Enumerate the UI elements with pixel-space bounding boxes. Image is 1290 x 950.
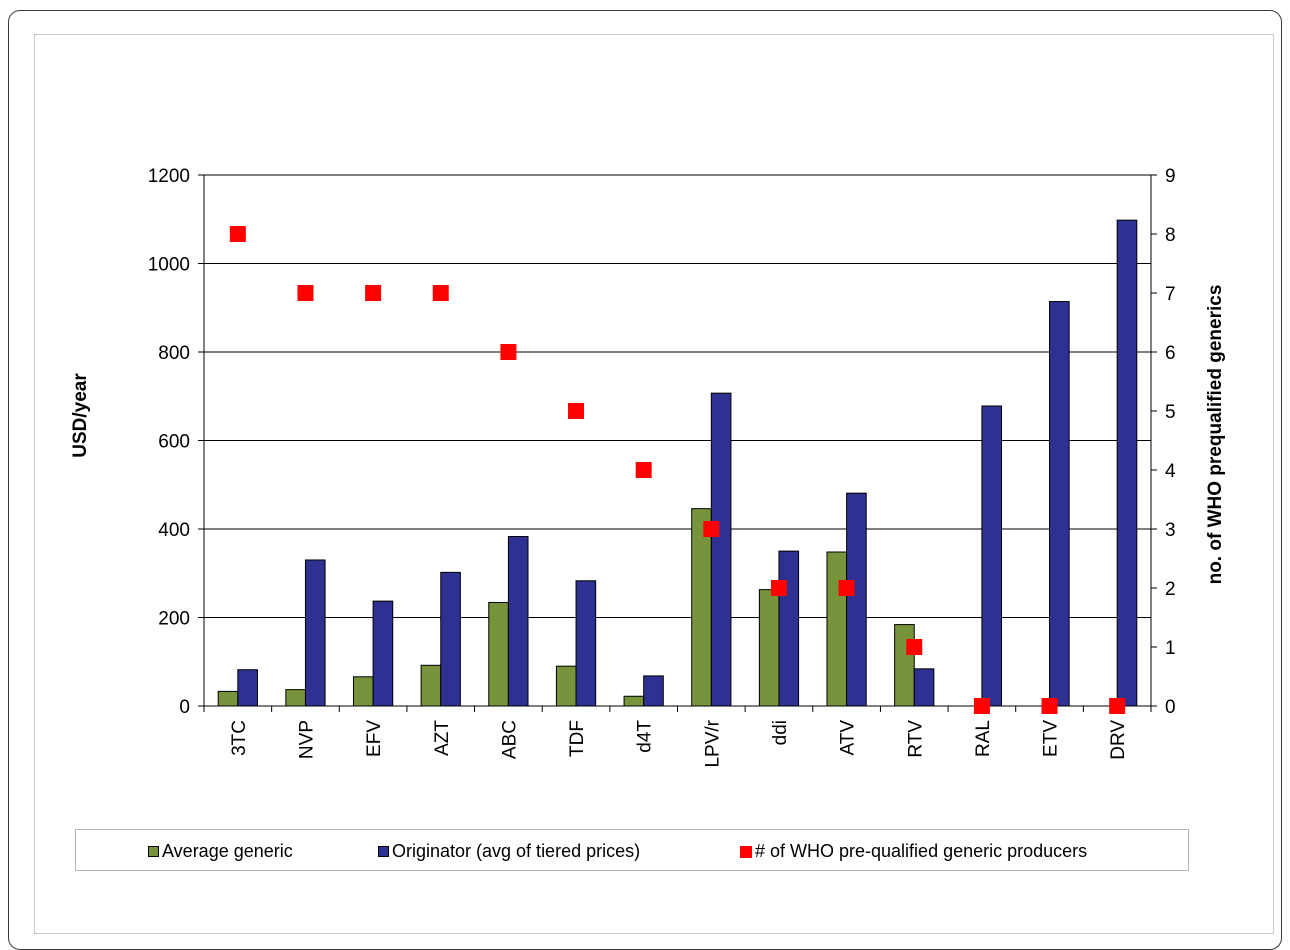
producer-count-marker	[1041, 698, 1058, 714]
category-label: 3TC	[229, 720, 250, 756]
bar-average-generic	[623, 695, 645, 707]
right-tick-label: 8	[1165, 225, 1176, 246]
producer-count-marker	[703, 521, 720, 537]
chart: 0 200 400 600 800 1000 1200 0 1 2 3 4 5 6 7 8 9 3TC NVP EFV…	[70, 166, 1226, 768]
bar-average-generic	[894, 624, 915, 707]
left-tick-label: 1000	[148, 255, 190, 276]
right-tick-label: 0	[1165, 697, 1176, 718]
category-label: RAL	[973, 720, 994, 757]
producer-count-marker	[229, 226, 246, 242]
bar-originator	[1116, 219, 1138, 707]
bar-originator	[981, 405, 1003, 707]
bar-originator	[643, 675, 664, 707]
category-label: ABC	[499, 720, 520, 759]
producer-count-marker	[1109, 698, 1126, 714]
y-axis-title: USD/year	[70, 373, 91, 458]
bar-originator	[507, 536, 529, 707]
legend-item-producers: # of WHO pre-qualified generic producers	[740, 841, 1087, 862]
bar-average-generic	[352, 676, 374, 707]
left-tick-label: 1200	[148, 166, 190, 187]
bar-originator	[913, 668, 935, 707]
axis-labels: 0 200 400 600 800 1000 1200 0 1 2 3 4 5 6 7 8 9 3TC NVP EFV…	[70, 166, 1226, 768]
bar-average-generic	[826, 551, 848, 707]
left-tick-label: 0	[179, 697, 190, 718]
category-label: NVP	[296, 720, 317, 759]
legend-label-producers: # of WHO pre-qualified generic producers	[755, 841, 1088, 861]
category-label: LPV/r	[702, 719, 723, 767]
category-label: AZT	[432, 720, 453, 756]
producer-count-marker	[635, 462, 652, 478]
bar-originator	[575, 580, 597, 707]
right-tick-label: 6	[1165, 343, 1176, 364]
producer-count-marker	[973, 698, 990, 714]
right-tick-label: 1	[1165, 638, 1176, 659]
bar-average-generic	[217, 690, 239, 707]
bar-originator	[710, 392, 732, 707]
legend-swatch-producers	[740, 845, 752, 858]
producer-count-marker	[906, 639, 923, 655]
producer-count-marker	[568, 403, 585, 419]
legend-item-originator: Originator (avg of tiered prices)	[378, 841, 640, 862]
producer-markers	[229, 226, 1126, 714]
bar-average-generic	[555, 665, 577, 707]
legend-swatch-generic	[148, 846, 159, 857]
y2-axis-title: no. of WHO prequalified generics	[1205, 285, 1226, 585]
bar-originator	[778, 550, 800, 707]
bars	[217, 219, 1138, 707]
category-label: ATV	[838, 720, 859, 756]
legend-item-generic: Average generic	[148, 841, 293, 862]
producer-count-marker	[365, 285, 382, 301]
left-tick-label: 800	[158, 343, 190, 364]
legend-label-originator: Originator (avg of tiered prices)	[392, 841, 641, 861]
gridlines	[204, 174, 1151, 618]
producer-count-marker	[432, 285, 449, 301]
bar-average-generic	[758, 589, 780, 707]
category-label: ETV	[1041, 720, 1062, 757]
producer-count-marker	[838, 580, 855, 596]
category-label: TDF	[567, 720, 588, 757]
left-tick-label: 400	[158, 520, 190, 541]
axes	[198, 174, 1157, 712]
right-tick-label: 3	[1165, 520, 1176, 541]
legend-label-generic: Average generic	[162, 841, 293, 861]
bar-originator	[1049, 301, 1070, 707]
category-label: d4T	[635, 720, 656, 753]
producer-count-marker	[297, 285, 314, 301]
category-label: EFV	[364, 720, 385, 757]
bar-average-generic	[488, 601, 509, 707]
category-label: ddi	[770, 720, 791, 745]
left-tick-label: 200	[158, 609, 190, 630]
right-tick-label: 2	[1165, 579, 1176, 600]
right-tick-label: 4	[1165, 461, 1176, 482]
bar-average-generic	[691, 508, 712, 707]
producer-count-marker	[500, 344, 517, 360]
right-tick-label: 9	[1165, 166, 1176, 187]
legend: Average generic Originator (avg of tiere…	[75, 829, 1189, 871]
category-label: DRV	[1108, 720, 1129, 760]
bar-originator	[304, 559, 326, 707]
producer-count-marker	[770, 580, 787, 596]
right-tick-label: 5	[1165, 402, 1176, 423]
bar-average-generic	[420, 664, 442, 707]
bar-average-generic	[285, 689, 306, 707]
bar-originator	[440, 571, 461, 707]
bar-originator	[237, 669, 258, 707]
bar-originator	[846, 492, 867, 707]
category-label: RTV	[905, 720, 926, 758]
right-tick-label: 7	[1165, 284, 1176, 305]
bar-originator	[372, 600, 394, 707]
left-tick-label: 600	[158, 432, 190, 453]
legend-swatch-originator	[378, 846, 389, 857]
